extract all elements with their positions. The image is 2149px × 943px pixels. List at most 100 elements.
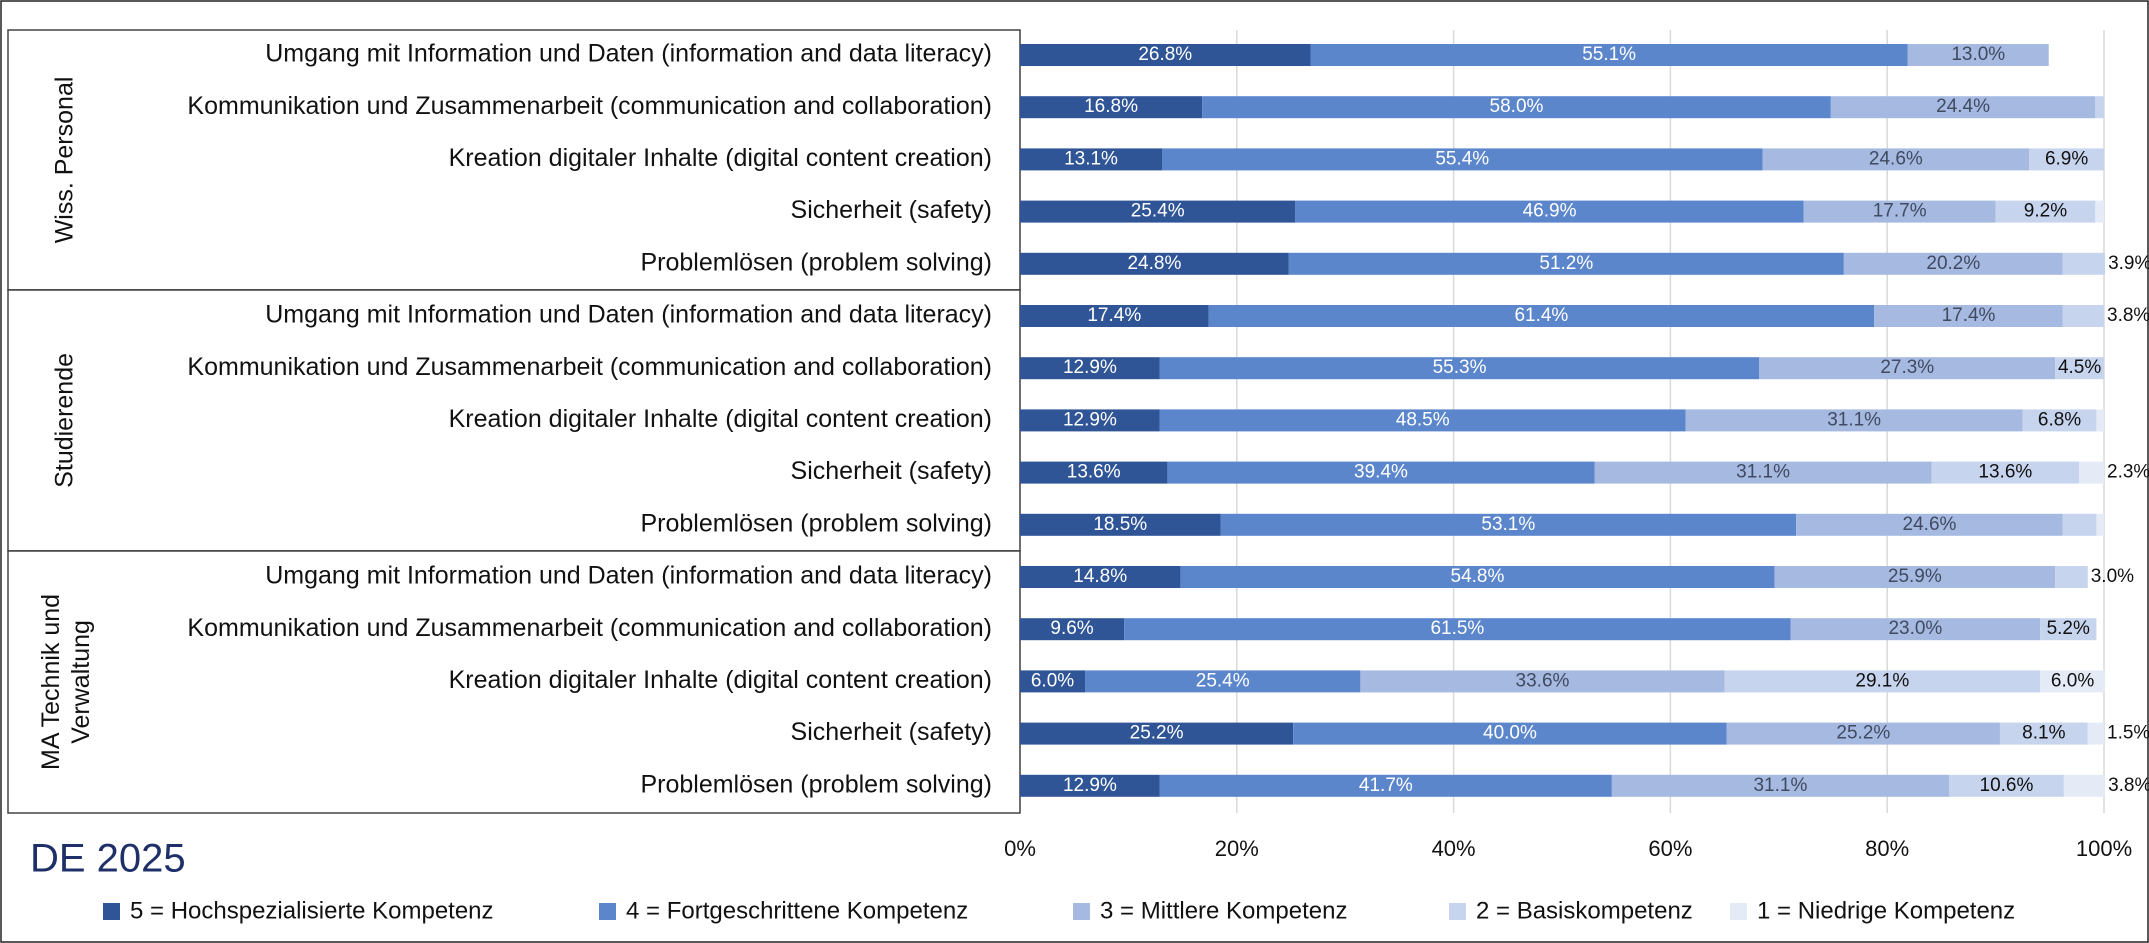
value-label: 4.5% xyxy=(2058,357,2101,378)
value-label: 26.8% xyxy=(1138,44,1192,65)
category-label: Sicherheit (safety) xyxy=(791,718,992,746)
category-label: Problemlösen (problem solving) xyxy=(640,248,992,276)
value-label: 6.0% xyxy=(1031,670,1074,691)
bar-segment xyxy=(1020,44,1311,66)
value-label: 12.9% xyxy=(1063,357,1117,378)
bar-segment xyxy=(1999,722,2088,745)
bar-segment xyxy=(1020,148,1163,171)
value-label: 13.6% xyxy=(1978,462,2032,483)
bar-segment xyxy=(1874,305,2063,327)
x-tick-label: 20% xyxy=(1215,836,1259,861)
bar-segment xyxy=(2087,722,2104,745)
value-label: 31.1% xyxy=(1753,775,1807,796)
x-tick-label: 80% xyxy=(1865,836,1909,861)
bar-segment xyxy=(2040,670,2106,693)
bar-segment xyxy=(1162,148,1763,171)
category-label: Kommunikation und Zusammenarbeit (commun… xyxy=(187,92,992,120)
bar-segment xyxy=(1020,96,1203,119)
category-label: Umgang mit Information und Daten (inform… xyxy=(265,301,992,329)
value-label: 23.0% xyxy=(1888,618,1942,639)
value-label: 25.4% xyxy=(1131,201,1185,222)
legend-label: 5 = Hochspezialisierte Kompetenz xyxy=(130,897,494,924)
legend-label: 4 = Fortgeschrittene Kompetenz xyxy=(626,897,968,924)
value-label: 25.9% xyxy=(1888,566,1942,587)
value-label: 13.6% xyxy=(1067,462,1121,483)
legend-swatch xyxy=(1449,903,1466,920)
value-label: 46.9% xyxy=(1523,201,1577,222)
value-label: 2.3% xyxy=(2107,462,2149,483)
bar-segment xyxy=(1167,461,1595,484)
group-label: MA Technik undVerwaltung xyxy=(37,594,95,770)
bar-segment xyxy=(2022,409,2097,432)
bar-segment xyxy=(1907,44,2049,66)
category-label: Sicherheit (safety) xyxy=(791,457,992,485)
bar-segment xyxy=(2029,148,2104,171)
value-label: 51.2% xyxy=(1539,253,1593,274)
value-label: 25.4% xyxy=(1196,670,1250,691)
value-label: 12.9% xyxy=(1063,775,1117,796)
bar-segment xyxy=(1159,409,1686,432)
value-label: 8.1% xyxy=(2022,723,2065,744)
bar-segment xyxy=(1774,566,2056,588)
value-label: 14.8% xyxy=(1073,566,1127,587)
value-label: 1.5% xyxy=(2107,723,2149,744)
bar-segment xyxy=(2055,357,2104,380)
group-label: Wiss. Personal xyxy=(51,77,79,244)
category-label: Kommunikation und Zusammenarbeit (commun… xyxy=(187,614,992,642)
value-label: 24.4% xyxy=(1936,96,1990,117)
bar-segment xyxy=(2062,305,2104,327)
bar-segment xyxy=(1180,566,1775,588)
bar-segment xyxy=(1020,461,1168,484)
bar-segment xyxy=(1020,200,1296,223)
category-label: Umgang mit Information und Daten (inform… xyxy=(265,40,992,68)
bar-segment xyxy=(1995,200,2096,223)
bar-segment xyxy=(1124,618,1791,641)
bar-segment xyxy=(1360,670,1725,693)
bar-segment xyxy=(2079,461,2104,484)
bar-segment xyxy=(2096,409,2104,432)
value-label: 9.6% xyxy=(1050,618,1093,639)
value-label: 24.8% xyxy=(1127,253,1181,274)
bar-segment xyxy=(1020,566,1181,588)
bar-segment xyxy=(1762,148,2030,171)
legend-swatch xyxy=(599,903,616,920)
bar-segment xyxy=(1020,252,1289,275)
bar-segment xyxy=(1685,409,2023,432)
bar-segment xyxy=(1948,774,2064,797)
value-label: 39.4% xyxy=(1354,462,1408,483)
category-label: Kreation digitaler Inhalte (digital cont… xyxy=(449,666,992,694)
value-label: 24.6% xyxy=(1903,514,1957,535)
value-label: 55.1% xyxy=(1582,44,1636,65)
value-label: 17.7% xyxy=(1873,201,1927,222)
bar-segment xyxy=(1803,200,1996,223)
category-label: Problemlösen (problem solving) xyxy=(640,509,992,537)
value-label: 29.1% xyxy=(1855,670,1909,691)
bar-segment xyxy=(1020,357,1160,380)
bar-segment xyxy=(1759,357,2056,380)
value-label: 48.5% xyxy=(1396,409,1450,430)
value-label: 16.8% xyxy=(1084,96,1138,117)
bar-segment xyxy=(1611,774,1949,797)
bar-segment xyxy=(1295,200,1804,223)
group-label-line: Verwaltung xyxy=(67,620,95,744)
group-label-line: MA Technik und xyxy=(37,594,65,770)
category-label: Kreation digitaler Inhalte (digital cont… xyxy=(449,405,992,433)
bar-segment xyxy=(2055,566,2088,588)
bar-segment xyxy=(1843,252,2063,275)
bar-segment xyxy=(2062,513,2097,536)
value-label: 54.8% xyxy=(1451,566,1505,587)
legend-swatch xyxy=(103,903,120,920)
bar-segment xyxy=(1020,513,1221,536)
category-label: Problemlösen (problem solving) xyxy=(640,770,992,798)
bar-segment xyxy=(1085,670,1361,693)
bar-segment xyxy=(1796,513,2063,536)
value-label: 6.8% xyxy=(2038,409,2081,430)
bar-segment xyxy=(1594,461,1932,484)
bar-segment xyxy=(1020,670,1086,693)
legend-label: 3 = Mittlere Kompetenz xyxy=(1100,897,1347,924)
bar-segment xyxy=(1020,774,1160,797)
value-label: 20.2% xyxy=(1926,253,1980,274)
value-label: 17.4% xyxy=(1942,305,1996,326)
x-tick-label: 40% xyxy=(1432,836,1476,861)
